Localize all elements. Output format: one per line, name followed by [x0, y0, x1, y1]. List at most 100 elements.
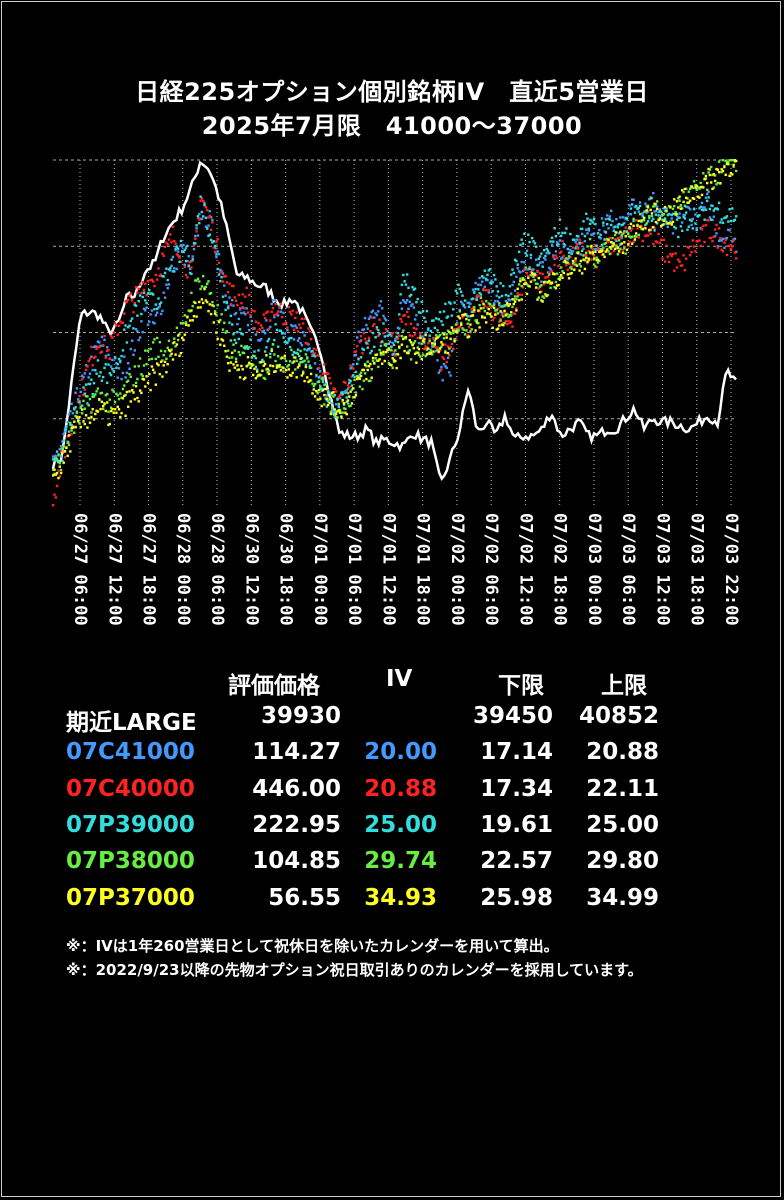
data-point	[244, 313, 247, 316]
data-point	[679, 264, 683, 267]
data-point	[644, 210, 647, 213]
data-point	[700, 228, 704, 231]
data-point	[674, 252, 677, 255]
data-point	[269, 364, 272, 367]
data-point	[582, 258, 585, 261]
data-point	[361, 347, 364, 350]
data-point	[174, 353, 177, 356]
data-point	[406, 299, 409, 302]
data-point	[660, 210, 663, 213]
data-point	[541, 272, 544, 276]
data-point	[467, 319, 471, 322]
data-point	[629, 213, 633, 216]
data-point	[233, 349, 236, 352]
data-point	[337, 396, 340, 399]
data-point	[650, 219, 654, 222]
data-point	[55, 472, 59, 475]
data-point	[211, 241, 214, 244]
data-point	[231, 299, 234, 302]
data-point	[333, 415, 336, 418]
data-point	[258, 328, 261, 331]
data-point	[334, 403, 338, 406]
data-point	[570, 252, 573, 255]
data-point	[707, 171, 710, 174]
data-point	[298, 362, 301, 365]
data-point	[299, 361, 302, 364]
data-point	[209, 291, 213, 295]
data-point	[309, 366, 313, 370]
data-point	[452, 348, 455, 351]
data-point	[611, 219, 614, 223]
data-point	[337, 402, 340, 406]
data-point	[460, 300, 463, 303]
data-point	[379, 300, 383, 303]
data-point	[345, 389, 348, 392]
data-point	[321, 372, 325, 375]
x-tick-label: 07/02 06:00	[481, 513, 501, 626]
data-point	[67, 441, 71, 444]
data-point	[650, 196, 654, 200]
data-point	[424, 345, 427, 348]
data-point	[123, 355, 126, 358]
data-point	[548, 252, 551, 255]
data-point	[510, 320, 513, 323]
data-point	[496, 327, 500, 330]
data-point	[677, 216, 680, 219]
data-point	[494, 309, 497, 312]
data-point	[416, 336, 419, 340]
data-point	[319, 374, 322, 378]
data-point	[62, 461, 65, 464]
data-point	[548, 273, 551, 276]
data-point	[473, 310, 476, 313]
data-point	[715, 167, 718, 171]
header-price: 評価価格	[228, 673, 320, 699]
data-point	[79, 406, 82, 409]
data-point	[290, 336, 293, 340]
data-point	[607, 238, 610, 241]
data-point	[438, 347, 442, 350]
data-point	[673, 269, 676, 272]
data-point	[265, 346, 268, 349]
data-point	[644, 223, 647, 227]
data-point	[98, 341, 101, 344]
data-point	[344, 381, 347, 384]
data-point	[595, 266, 598, 269]
data-point	[396, 337, 400, 340]
data-point	[266, 371, 269, 374]
data-point	[94, 412, 97, 416]
data-point	[467, 326, 471, 329]
data-point	[532, 273, 535, 276]
data-point	[408, 295, 411, 298]
data-point	[415, 361, 418, 364]
data-point	[206, 208, 209, 212]
data-point	[152, 341, 155, 344]
data-point	[445, 316, 448, 319]
data-point	[353, 354, 356, 357]
data-point	[652, 191, 655, 195]
data-point	[382, 314, 385, 318]
data-point	[424, 333, 427, 337]
data-point	[323, 387, 326, 391]
data-point	[116, 333, 119, 336]
data-point	[660, 238, 663, 241]
data-point	[96, 359, 100, 362]
data-point	[295, 351, 298, 355]
data-point	[286, 365, 289, 368]
data-point	[650, 226, 654, 229]
data-point	[113, 401, 117, 404]
row-price: 56.55	[268, 884, 341, 911]
data-point	[409, 341, 413, 344]
data-point	[183, 265, 186, 268]
data-point	[70, 402, 73, 405]
data-point	[613, 225, 617, 228]
data-point	[723, 246, 726, 250]
data-point	[682, 254, 685, 257]
footnote-2: ※：2022/9/23以降の先物オプション祝日取引ありのカレンダーを採用していま…	[66, 961, 643, 979]
x-tick-label: 07/03 22:00	[721, 513, 741, 626]
data-point	[578, 269, 581, 272]
data-point	[219, 343, 222, 346]
data-point	[284, 369, 288, 372]
data-point	[344, 390, 347, 393]
data-point	[540, 299, 543, 302]
data-point	[528, 240, 531, 244]
